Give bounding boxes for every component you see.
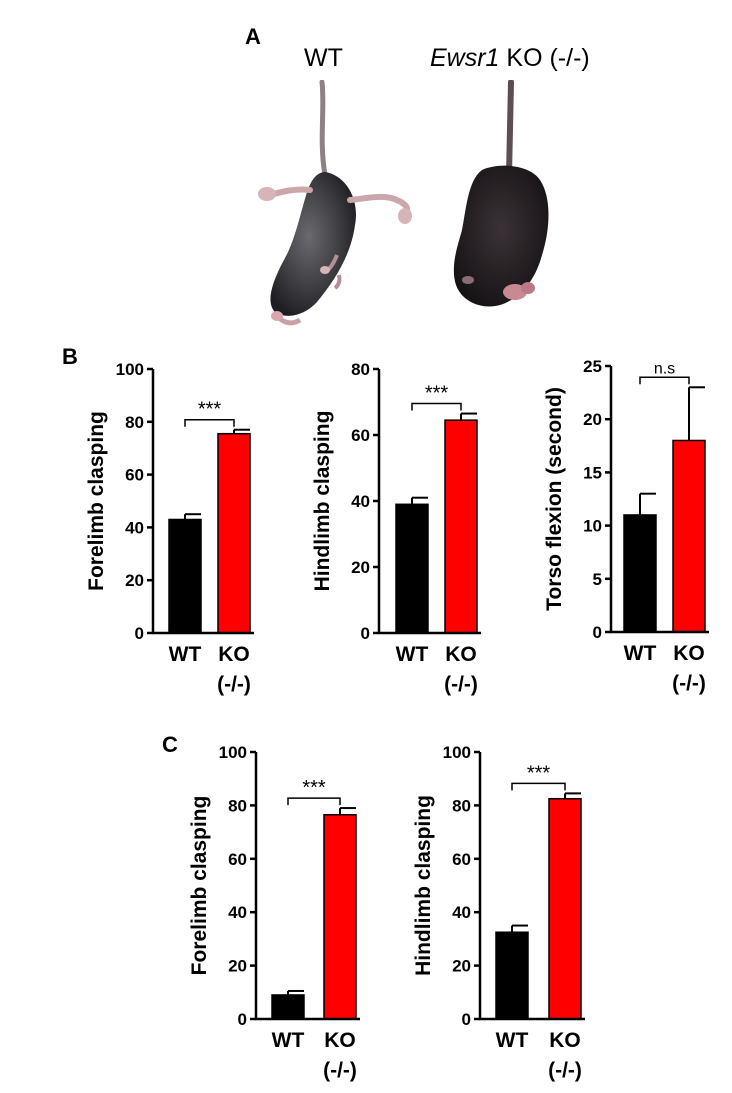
bar-ko: [323, 813, 357, 1020]
bar-wt: [168, 518, 202, 634]
significance-label: ***: [302, 777, 326, 799]
x-category-label: WT: [624, 642, 657, 665]
wt-mouse-photo: [258, 80, 412, 326]
y-axis-title: Forelimb clasping: [188, 796, 211, 976]
y-tick-label: 5: [593, 570, 602, 589]
significance-label: ***: [527, 762, 551, 784]
ko-gene-name: Ewsr1: [430, 44, 500, 72]
significance-bracket: [287, 797, 341, 806]
y-tick-label: 0: [361, 624, 370, 643]
wt-mouse-label: WT: [304, 44, 343, 72]
significance-bracket: [511, 782, 566, 791]
bar-ko: [217, 432, 251, 634]
y-tick-label: 60: [351, 426, 370, 445]
panel-label-a: A: [245, 24, 261, 49]
x-category-label: KO: [218, 643, 250, 666]
y-tick-label: 80: [452, 796, 471, 815]
y-tick-label: 40: [228, 903, 247, 922]
y-tick-label: 15: [583, 463, 602, 482]
significance-bracket: [184, 418, 235, 427]
y-tick-label: 10: [583, 517, 602, 536]
y-tick-label: 60: [125, 466, 144, 485]
bar-ko: [672, 439, 706, 633]
significance-label: ***: [198, 399, 222, 421]
ko-mouse-photo: [453, 80, 549, 307]
x-category-label-line2: (-/-): [323, 1059, 357, 1082]
y-tick-label: 40: [452, 903, 471, 922]
y-tick-label: 100: [443, 743, 471, 762]
y-tick-label: 80: [228, 796, 247, 815]
y-tick-label: 60: [452, 850, 471, 869]
significance-bracket: [411, 402, 462, 411]
x-category-label: WT: [169, 643, 202, 666]
y-axis-title: Torso flexion (second): [543, 387, 566, 611]
y-tick-label: 20: [351, 558, 370, 577]
x-category-label: KO: [324, 1029, 356, 1052]
y-tick-label: 60: [228, 850, 247, 869]
significance-label: n.s: [654, 360, 675, 377]
x-category-label: KO: [549, 1029, 581, 1052]
y-tick-label: 100: [219, 743, 247, 762]
y-tick-label: 25: [583, 357, 602, 376]
x-category-label: KO: [445, 643, 477, 666]
bar-ko: [548, 797, 582, 1020]
panel-label-c: C: [162, 732, 178, 757]
y-axis-title: Hindlimb clasping: [412, 795, 435, 976]
bar-wt: [623, 514, 657, 633]
ko-genotype: KO (-/-): [499, 44, 590, 72]
x-category-label-line2: (-/-): [672, 672, 706, 695]
y-tick-label: 100: [116, 360, 144, 379]
y-tick-label: 0: [238, 1010, 247, 1029]
y-tick-label: 20: [583, 410, 602, 429]
x-category-label-line2: (-/-): [217, 673, 251, 696]
ko-mouse-label: Ewsr1 KO (-/-): [430, 44, 590, 73]
y-tick-label: 0: [462, 1010, 471, 1029]
y-tick-label: 20: [228, 957, 247, 976]
significance-label: ***: [425, 383, 449, 405]
y-axis-title: Hindlimb clasping: [311, 411, 334, 592]
y-tick-label: 40: [351, 492, 370, 511]
y-tick-label: 80: [125, 413, 144, 432]
y-tick-label: 20: [125, 571, 144, 590]
x-category-label-line2: (-/-): [444, 673, 478, 696]
y-tick-label: 20: [452, 957, 471, 976]
y-axis-title: Forelimb clasping: [85, 411, 108, 591]
bar-wt: [395, 503, 429, 634]
x-category-label: WT: [496, 1029, 529, 1052]
x-category-label: WT: [396, 643, 429, 666]
significance-bracket: [639, 376, 690, 385]
y-tick-label: 80: [351, 360, 370, 379]
x-category-label: WT: [272, 1029, 305, 1052]
panel-label-b: B: [62, 344, 78, 369]
x-category-label-line2: (-/-): [548, 1059, 582, 1082]
bar-ko: [444, 419, 478, 634]
x-category-label: KO: [673, 642, 705, 665]
bar-wt: [495, 931, 529, 1020]
y-tick-label: 40: [125, 518, 144, 537]
y-tick-label: 0: [593, 623, 602, 642]
y-tick-label: 0: [135, 624, 144, 643]
